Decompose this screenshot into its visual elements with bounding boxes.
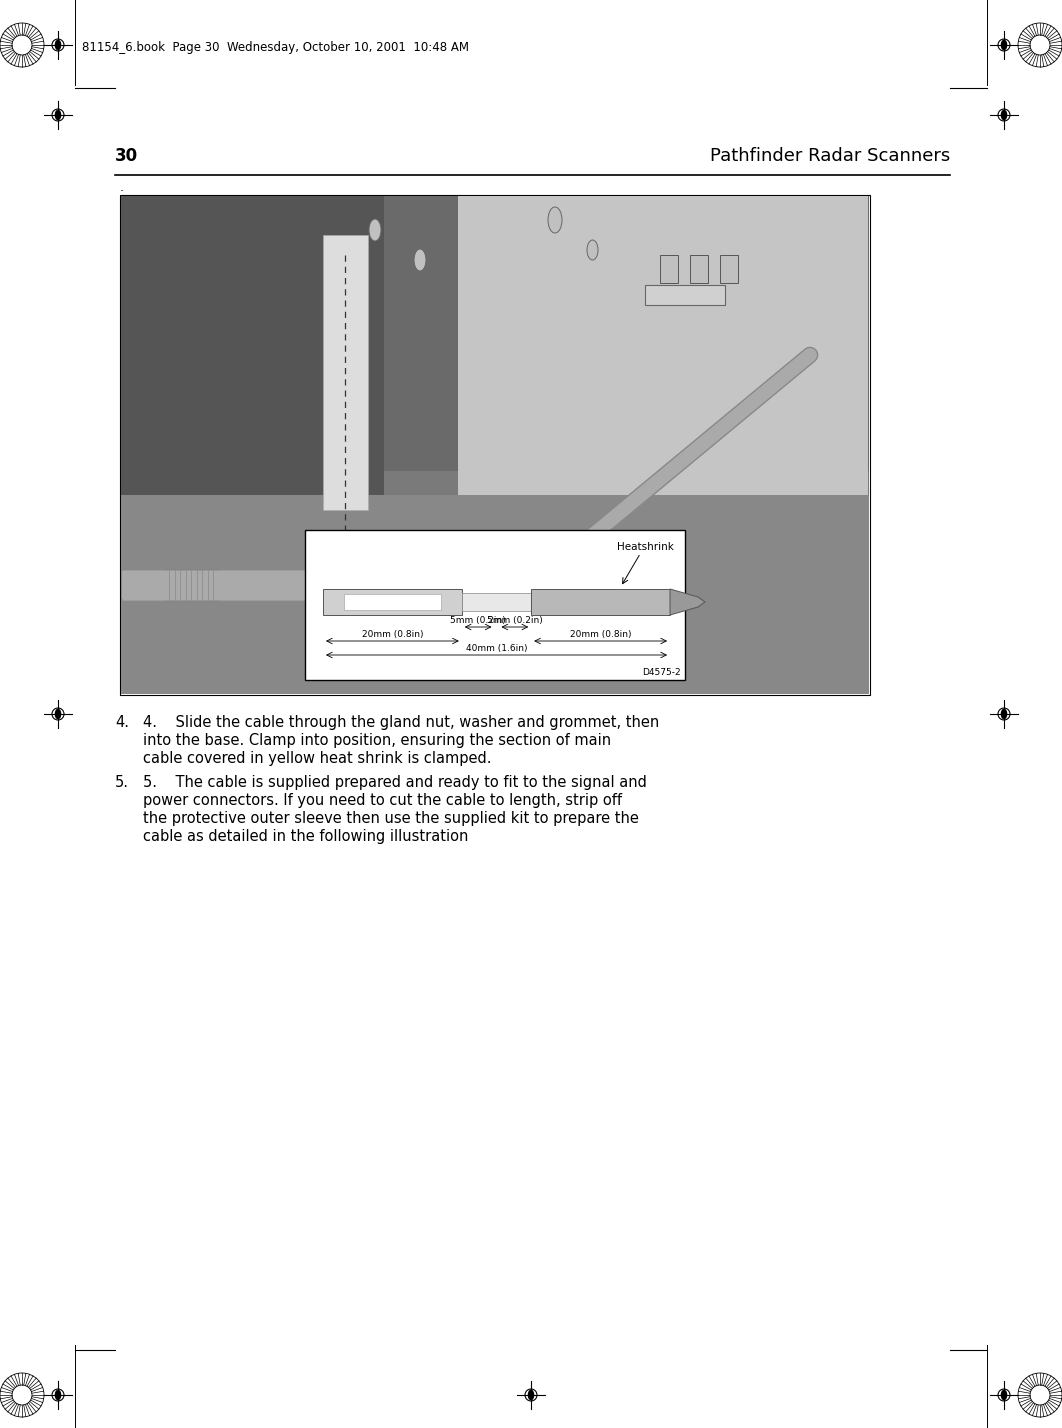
Ellipse shape <box>381 568 399 603</box>
Ellipse shape <box>55 1389 62 1401</box>
Text: Heatshrink: Heatshrink <box>617 543 674 553</box>
Bar <box>720 256 738 283</box>
Bar <box>660 256 678 283</box>
Bar <box>690 256 708 283</box>
Text: 4.: 4. <box>115 715 129 730</box>
Ellipse shape <box>490 574 500 595</box>
Bar <box>462 593 531 611</box>
Ellipse shape <box>587 240 598 260</box>
Ellipse shape <box>55 110 62 120</box>
Bar <box>645 286 725 306</box>
Bar <box>121 196 383 521</box>
Text: 5mm (0.2in): 5mm (0.2in) <box>487 615 543 625</box>
Text: power connectors. If you need to cut the cable to length, strip off: power connectors. If you need to cut the… <box>143 793 622 808</box>
Text: 20mm (0.8in): 20mm (0.8in) <box>362 630 423 638</box>
Ellipse shape <box>548 207 562 233</box>
Ellipse shape <box>426 568 444 603</box>
Bar <box>531 588 670 615</box>
Ellipse shape <box>460 574 470 595</box>
Ellipse shape <box>528 1389 534 1401</box>
Ellipse shape <box>369 218 381 241</box>
Text: 40mm (1.6in): 40mm (1.6in) <box>466 644 527 653</box>
Ellipse shape <box>414 248 426 271</box>
Text: into the base. Clamp into position, ensuring the section of main: into the base. Clamp into position, ensu… <box>143 733 611 748</box>
Bar <box>121 196 869 694</box>
Text: 4.    Slide the cable through the gland nut, washer and grommet, then: 4. Slide the cable through the gland nut… <box>143 715 660 730</box>
Bar <box>121 496 869 694</box>
Ellipse shape <box>55 708 62 720</box>
Bar <box>344 594 441 610</box>
Text: cable as detailed in the following illustration: cable as detailed in the following illus… <box>143 830 468 844</box>
Text: the protective outer sleeve then use the supplied kit to prepare the: the protective outer sleeve then use the… <box>143 811 639 825</box>
Bar <box>305 530 685 680</box>
Ellipse shape <box>1000 1389 1007 1401</box>
Bar <box>458 196 868 496</box>
Text: 20mm (0.8in): 20mm (0.8in) <box>570 630 631 638</box>
Ellipse shape <box>386 574 395 595</box>
Ellipse shape <box>486 568 504 603</box>
Text: D4575-2: D4575-2 <box>643 668 681 677</box>
Text: 5.    The cable is supplied prepared and ready to fit to the signal and: 5. The cable is supplied prepared and re… <box>143 775 647 790</box>
Ellipse shape <box>1000 110 1007 120</box>
Bar <box>323 588 462 615</box>
Text: 5.: 5. <box>115 775 129 790</box>
Bar <box>165 570 220 600</box>
Bar <box>323 236 367 510</box>
Bar <box>121 196 869 471</box>
Text: cable covered in yellow heat shrink is clamped.: cable covered in yellow heat shrink is c… <box>143 751 492 765</box>
Text: Pathfinder Radar Scanners: Pathfinder Radar Scanners <box>709 147 950 166</box>
Text: 30: 30 <box>115 147 138 166</box>
Ellipse shape <box>1000 40 1007 50</box>
Ellipse shape <box>430 574 440 595</box>
Polygon shape <box>670 588 705 615</box>
Text: .: . <box>120 181 124 194</box>
Bar <box>120 196 870 695</box>
Ellipse shape <box>55 40 62 50</box>
Text: 81154_6.book  Page 30  Wednesday, October 10, 2001  10:48 AM: 81154_6.book Page 30 Wednesday, October … <box>82 40 469 53</box>
Ellipse shape <box>539 570 570 600</box>
Ellipse shape <box>456 568 474 603</box>
Ellipse shape <box>1000 708 1007 720</box>
Text: 5mm (0.2in): 5mm (0.2in) <box>450 615 506 625</box>
